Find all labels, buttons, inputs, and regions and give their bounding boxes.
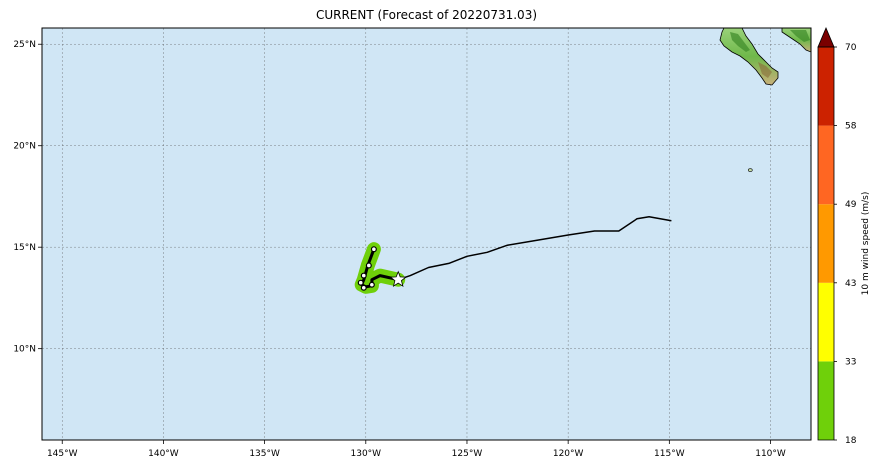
lon-tick-label: 130°W	[351, 449, 382, 459]
colorbar-segment	[818, 125, 834, 205]
colorbar-label: 10 m wind speed (m/s)	[861, 192, 871, 296]
lon-tick-label: 145°W	[47, 449, 78, 459]
forecast-point	[368, 281, 375, 288]
forecast-point	[370, 246, 377, 253]
colorbar-tick-label: 43	[845, 279, 856, 289]
axis-labels: 145°W 140°W 135°W 130°W 125°W 120°W 115°W 110°W…	[13, 40, 786, 459]
forecast-point	[365, 262, 372, 269]
colorbar-tick-label: 33	[845, 357, 856, 367]
baja-mountain-shading	[730, 32, 750, 52]
lon-tick-label: 110°W	[755, 449, 786, 459]
current-position-star	[389, 270, 407, 287]
forecast-point	[357, 279, 364, 286]
baja-south-tip-shading	[758, 62, 772, 78]
map-title: CURRENT (Forecast of 20220731.03)	[315, 8, 538, 22]
revillagigedo-island	[747, 168, 753, 172]
lon-tick-label: 115°W	[654, 449, 685, 459]
lon-tick-label: 125°W	[452, 449, 483, 459]
colorbar-extend-arrow	[817, 26, 835, 48]
land-layer	[719, 28, 811, 172]
colorbar-segment	[818, 47, 834, 126]
mainland-mountain-shading	[790, 30, 810, 42]
forecast-point	[360, 272, 367, 279]
colorbar-tick-label: 18	[845, 436, 857, 446]
lat-tick-label: 15°N	[13, 243, 36, 253]
lon-tick-label: 140°W	[148, 449, 179, 459]
lon-tick-label: 135°W	[249, 449, 280, 459]
ocean-background	[42, 28, 811, 440]
colorbar-tick-label: 49	[845, 200, 857, 210]
colorbar-segment	[818, 204, 834, 283]
colorbar-segment	[818, 282, 834, 362]
colorbar-segment	[818, 361, 834, 440]
lat-tick-label: 25°N	[13, 40, 36, 50]
past-track-line	[397, 215, 672, 281]
storm-layer	[354, 215, 672, 294]
graticule-grid	[42, 28, 811, 440]
wind-speed-colorbar: 18 33 43 49 58 70 10 m wind speed (m/s)	[817, 26, 871, 446]
forecast-point	[360, 284, 367, 291]
lon-tick-label: 120°W	[553, 449, 584, 459]
colorbar-tick-label: 58	[845, 122, 857, 132]
colorbar-tick-label: 70	[845, 43, 857, 53]
lat-tick-label: 20°N	[13, 142, 36, 152]
map-frame	[41, 27, 812, 441]
lat-tick-label: 10°N	[13, 345, 36, 355]
